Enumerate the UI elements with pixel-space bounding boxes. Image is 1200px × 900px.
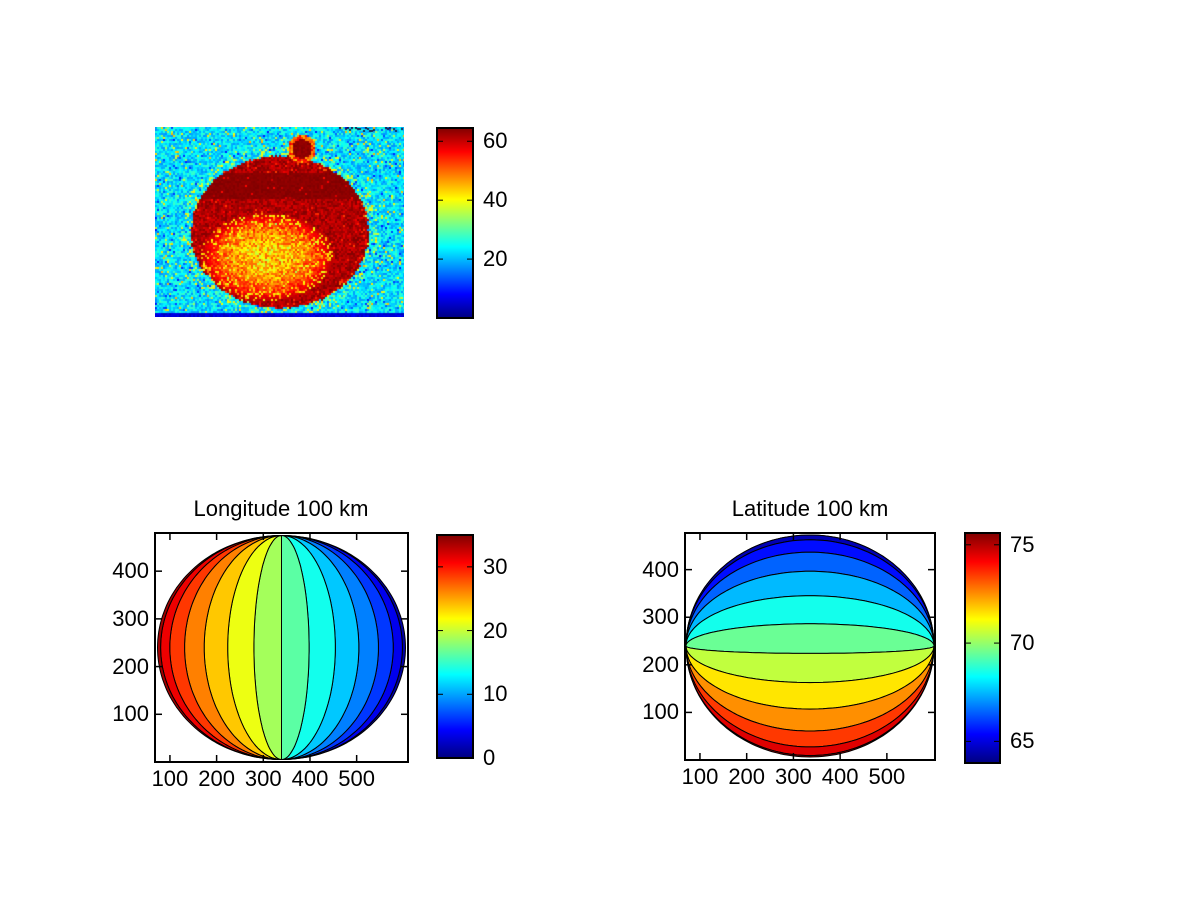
longitude-contour-plot <box>154 532 409 763</box>
longitude-contour-plot-y-tick-label: 400 <box>112 558 149 584</box>
latitude-contour-plot-y-tick-label: 100 <box>642 699 679 725</box>
latitude-colorbar-tick-label: 75 <box>1010 531 1035 557</box>
longitude-contour-plot-y-tick-label: 200 <box>112 653 149 679</box>
latitude-contour-plot-y-tick-label: 400 <box>642 556 679 582</box>
latitude-colorbar-tick-label: 70 <box>1010 630 1035 656</box>
longitude-colorbar-tick-label: 0 <box>483 745 496 770</box>
latitude-colorbar-tick-label: 65 <box>1010 728 1035 754</box>
latitude-contour-plot-x-tick-label: 400 <box>821 764 859 789</box>
image-colorbar-tick-label: 60 <box>483 128 508 154</box>
latitude-contour-plot-x-tick-label: 500 <box>868 764 906 789</box>
latitude-contour-plot-x-tick-label: 300 <box>775 764 812 789</box>
longitude-contour-plot-x-tick-label: 500 <box>338 766 375 791</box>
longitude-plot-title: Longitude 100 km <box>193 496 369 521</box>
planet-radar-image <box>155 127 404 317</box>
longitude-colorbar-tick-label: 30 <box>483 553 508 579</box>
latitude-contour-plot-x-tick-label: 200 <box>728 764 766 789</box>
longitude-contour-plot-x-tick-label: 400 <box>291 766 329 791</box>
image-colorbar <box>436 127 474 319</box>
longitude-colorbar <box>436 534 474 759</box>
longitude-colorbar-tick-label: 20 <box>483 617 508 643</box>
latitude-plot-title: Latitude 100 km <box>731 496 889 521</box>
longitude-contour-plot-y-tick-label: 100 <box>112 701 149 727</box>
latitude-colorbar <box>964 532 1001 764</box>
image-colorbar-tick-label: 20 <box>483 246 508 272</box>
longitude-colorbar-tick-label: 10 <box>483 681 508 707</box>
longitude-contour-plot-x-tick-label: 100 <box>151 766 189 791</box>
latitude-contour-plot-y-tick-label: 200 <box>642 651 679 677</box>
latitude-contour-plot <box>684 532 936 761</box>
image-colorbar-tick-label: 40 <box>483 187 508 213</box>
latitude-contour-plot-x-tick-label: 100 <box>681 764 719 789</box>
longitude-contour-plot-y-tick-label: 300 <box>112 605 149 631</box>
latitude-contour-plot-y-tick-label: 300 <box>642 604 679 630</box>
longitude-contour-plot-x-tick-label: 200 <box>198 766 235 791</box>
longitude-contour-plot-x-tick-label: 300 <box>244 766 282 791</box>
